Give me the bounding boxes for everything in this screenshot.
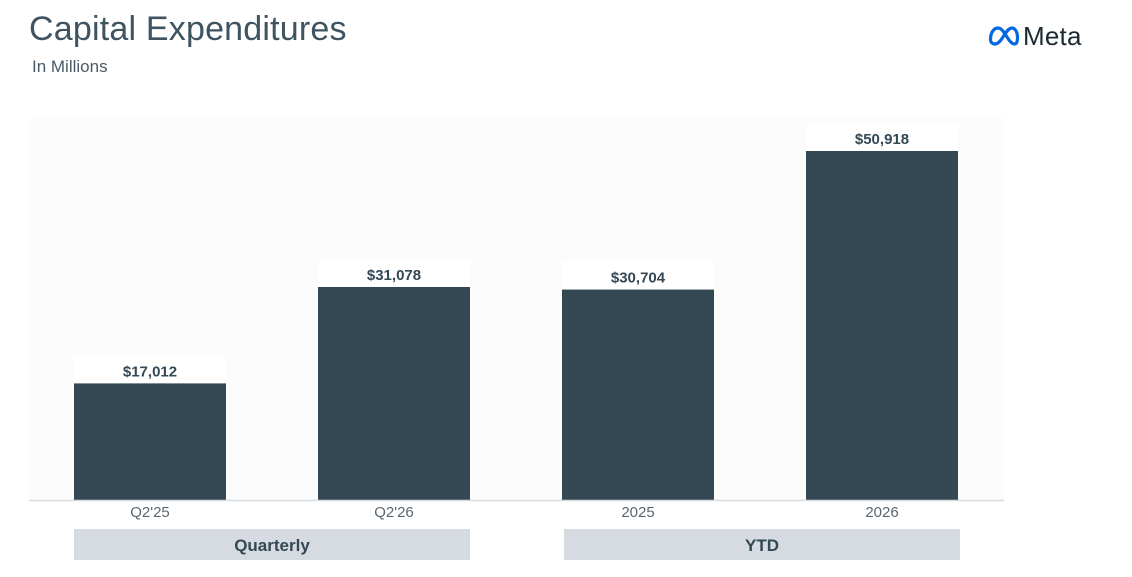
- value-label-backdrop: [806, 123, 958, 151]
- chart-subtitle: In Millions: [32, 57, 108, 76]
- value-label: $31,078: [367, 267, 421, 284]
- value-label-backdrop: [318, 258, 470, 287]
- value-label-backdrop: [74, 355, 226, 384]
- value-label: $50,918: [855, 131, 909, 148]
- bar: [74, 383, 226, 500]
- group-label: YTD: [745, 536, 779, 555]
- x-tick-label: Q2'26: [374, 504, 414, 521]
- x-tick-label: 2025: [621, 504, 654, 521]
- meta-logo: Meta: [987, 19, 1082, 53]
- value-label: $17,012: [123, 363, 177, 380]
- group-band: [74, 529, 470, 560]
- bar: [806, 151, 958, 500]
- x-tick-label: Q2'25: [130, 504, 170, 521]
- meta-infinity-icon: [988, 26, 1020, 46]
- value-label: $30,704: [611, 270, 666, 287]
- group-label: Quarterly: [234, 536, 310, 555]
- bar: [562, 289, 714, 500]
- value-label-backdrop: [562, 261, 714, 290]
- group-band: [564, 529, 960, 560]
- bar: [318, 286, 470, 500]
- chart-title: Capital Expenditures: [29, 10, 347, 48]
- logo-wordmark: Meta: [1023, 21, 1082, 51]
- x-tick-label: 2026: [865, 504, 898, 521]
